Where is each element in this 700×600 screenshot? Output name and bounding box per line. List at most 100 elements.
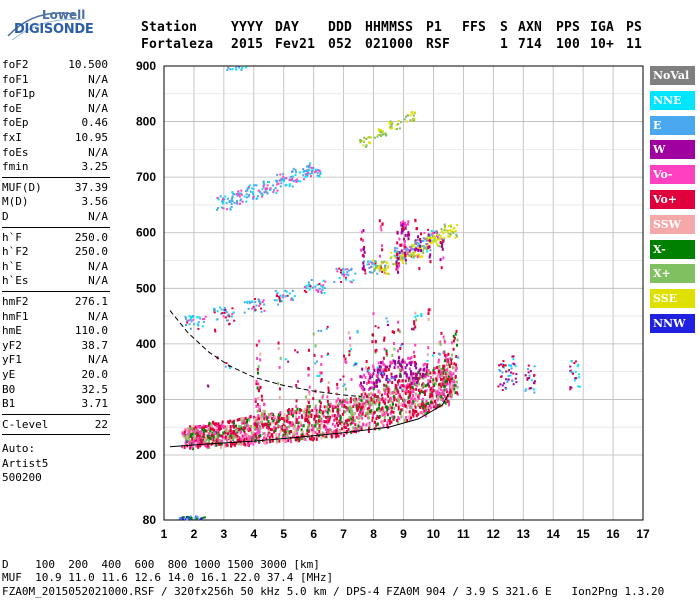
header-cell: DAY [275, 20, 300, 35]
f-trace-point [301, 437, 304, 441]
f-trace-point [207, 423, 210, 427]
f-trace-point [291, 407, 294, 411]
f-spread-point [305, 413, 308, 417]
second-hop-point [425, 239, 428, 242]
y-tick-label: 300 [136, 392, 156, 406]
third-hop-sse-point [379, 135, 382, 138]
second-hop-sse-point [425, 238, 428, 241]
f-trace-point [401, 403, 404, 407]
f-trace-point [432, 369, 435, 373]
third-hop-point [245, 193, 248, 196]
second-hop-point [233, 319, 236, 322]
f-trace-point [229, 434, 232, 438]
f-trace-point [425, 401, 428, 405]
f-trace-point [233, 429, 236, 433]
second-hop-point [189, 327, 192, 330]
f-trace-point [419, 410, 422, 414]
w-cluster-point [361, 375, 364, 379]
w-cluster-point [369, 386, 372, 390]
f-trace-point [355, 397, 358, 401]
second-hop-sse-point [400, 255, 403, 258]
second-hop-sse-point [439, 236, 442, 239]
f-trace-point [305, 409, 308, 413]
f-spread-point [427, 317, 430, 321]
second-hop-sse-point [383, 270, 386, 273]
w-cluster-point [394, 362, 397, 366]
f-trace-point [192, 435, 195, 439]
third-hop-sse-point [398, 127, 401, 130]
second-hop-point [317, 289, 320, 292]
lowell-digisonde-logo: Lowell DIGISONDE [2, 6, 122, 46]
f-spread-point [320, 377, 323, 381]
third-hop-point [237, 192, 240, 195]
x-tick-label: 6 [310, 527, 317, 541]
second-hop-point [248, 300, 251, 303]
f-trace-point [195, 431, 198, 435]
f-trace-point [274, 428, 277, 432]
second-hop-sse-point [436, 244, 439, 247]
w-cluster-point [409, 361, 412, 365]
f-trace-point [432, 370, 435, 374]
f-trace-point [302, 437, 305, 441]
second-hop-sse-point [451, 230, 454, 233]
second-hop-sse-point [405, 250, 408, 253]
w-cluster-point [398, 362, 401, 366]
second-hop-sse-point [420, 255, 423, 258]
f-spread-point [439, 340, 442, 344]
f-trace-point [190, 444, 193, 448]
f-trace-point [411, 412, 414, 416]
second-hop-spread-point [429, 260, 432, 264]
f-spread-point [455, 366, 458, 370]
second-hop-point [189, 317, 192, 320]
f-trace-point [238, 417, 241, 421]
f-trace-point [261, 422, 264, 426]
f-trace-point [283, 418, 286, 422]
w-cluster-point [412, 382, 415, 386]
f-spread-point [414, 311, 417, 315]
oblique-echo-point [514, 365, 517, 368]
oblique-echo-point [512, 383, 515, 386]
second-hop-spread-point [398, 243, 401, 247]
f-trace-point [436, 389, 439, 393]
third-hop-point [291, 175, 294, 178]
f-spread-point [257, 389, 260, 393]
third-hop-point [222, 207, 225, 210]
f-trace-point [217, 442, 220, 446]
w-cluster-point [405, 374, 408, 378]
f-trace-point [417, 403, 420, 407]
y-tick-label: 80 [143, 513, 157, 527]
second-hop-point [184, 317, 187, 320]
f-trace-point [333, 429, 336, 433]
f-spread-point [385, 352, 388, 356]
f-trace-point [222, 436, 225, 440]
f-spread-point [427, 346, 430, 350]
oblique-echo-point [574, 370, 577, 373]
f-trace-point [258, 438, 261, 442]
isolated-echo-point [294, 349, 297, 352]
second-hop-point [333, 280, 336, 283]
second-hop-sse-point [405, 262, 408, 265]
parameter-value: 37.39 [74, 180, 108, 194]
f-trace-point [214, 437, 217, 441]
f-spread-point [348, 351, 351, 355]
isolated-echo-point [374, 325, 377, 328]
f-trace-point [209, 430, 212, 434]
third-hop-point [224, 195, 227, 198]
header-cell: P1 [426, 20, 443, 35]
third-hop-point [221, 200, 224, 203]
f-trace-point [383, 401, 386, 405]
f-trace-point [277, 435, 280, 439]
f-trace-point [389, 416, 392, 420]
second-hop-sse-point [432, 239, 435, 242]
f-trace-point [367, 411, 370, 415]
top-echo-point [226, 69, 229, 72]
isolated-echo-point [296, 351, 299, 354]
f-trace-point [348, 418, 351, 422]
f-trace-point [329, 415, 332, 419]
second-hop-spread-point [400, 249, 403, 253]
third-hop-sse-point [379, 133, 382, 136]
second-hop-point [278, 296, 281, 299]
f-spread-point [347, 331, 350, 335]
f-trace-point [240, 427, 243, 431]
third-hop-point [316, 168, 319, 171]
